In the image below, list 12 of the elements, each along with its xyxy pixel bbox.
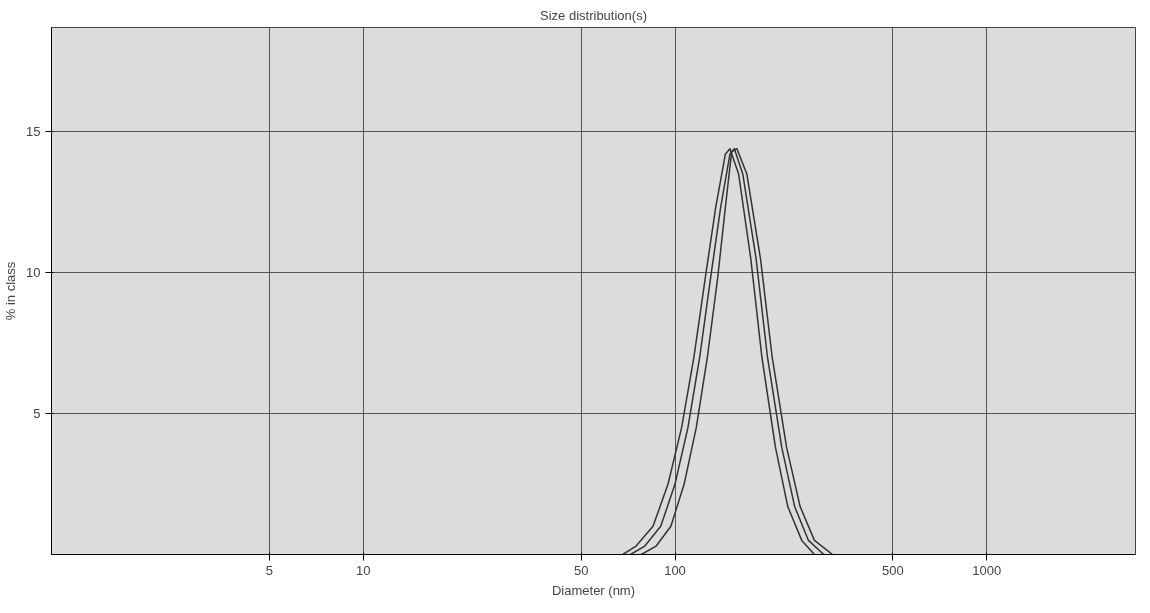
y-axis-title: % in class: [3, 261, 19, 321]
x-tick-label: 100: [664, 562, 686, 578]
x-tick-label: 50: [573, 562, 589, 578]
x-tick-label: 5: [265, 562, 274, 578]
y-tick-label: 10: [26, 265, 41, 281]
x-tick-label: 1000: [972, 562, 1002, 578]
x-axis-title: Diameter (nm): [551, 582, 636, 598]
y-tick-label: 5: [33, 406, 41, 422]
x-tick-label: 10: [356, 562, 371, 578]
x-tick-label: 500: [882, 562, 904, 578]
y-tick-label: 15: [26, 124, 41, 140]
chart-title: Size distribution(s): [540, 7, 647, 23]
